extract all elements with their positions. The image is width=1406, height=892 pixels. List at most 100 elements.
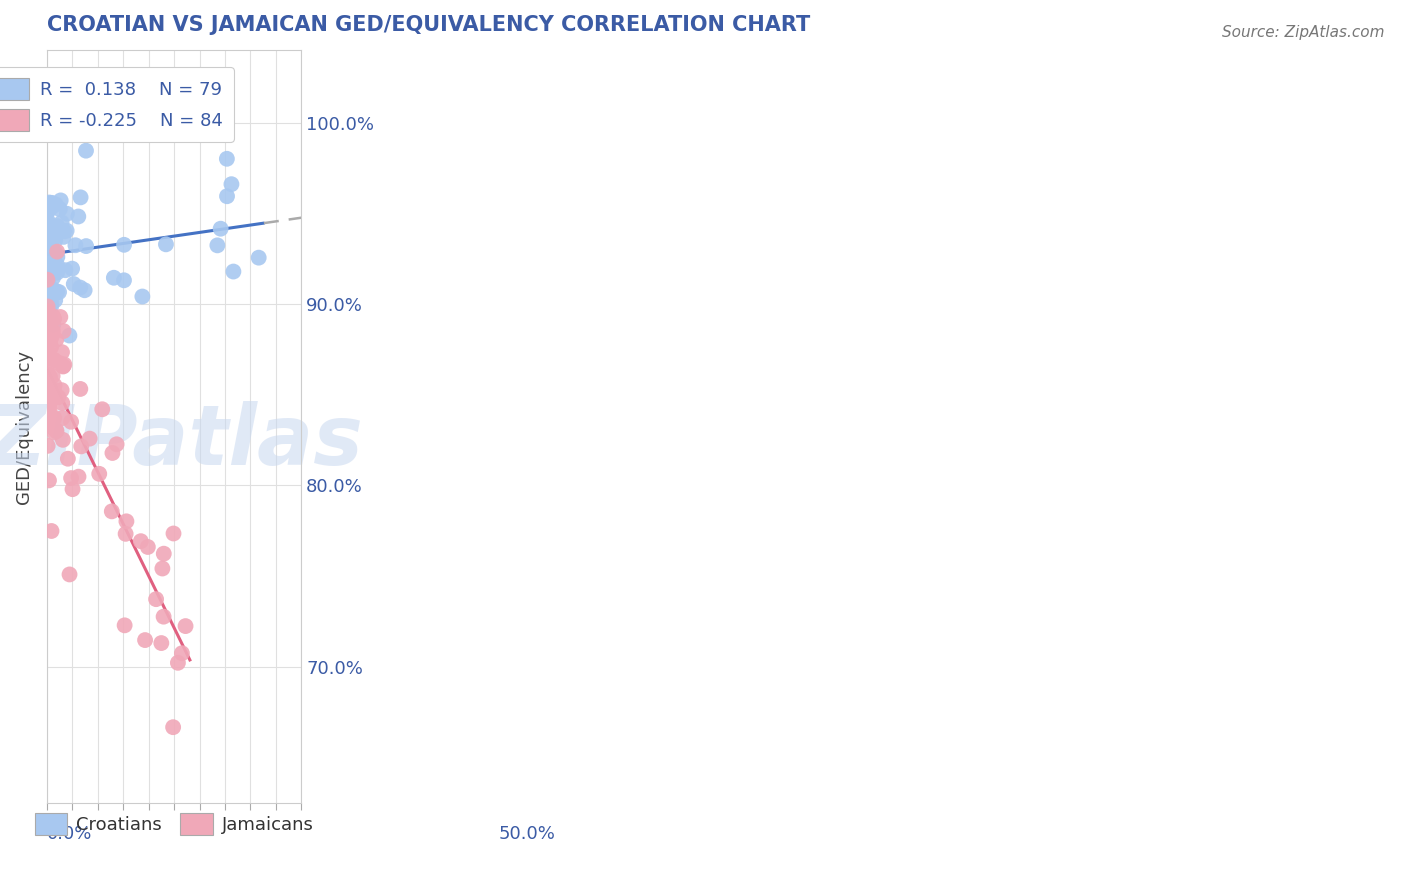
Point bbox=[45, 197, 67, 211]
Point bbox=[55, 224, 77, 238]
Point bbox=[67, 210, 90, 224]
Point bbox=[44, 352, 66, 367]
Point bbox=[51, 215, 73, 229]
Point bbox=[44, 411, 66, 425]
Point bbox=[73, 283, 96, 297]
Point bbox=[51, 383, 73, 397]
Point bbox=[41, 384, 63, 399]
Point bbox=[48, 285, 70, 299]
Point bbox=[131, 289, 153, 303]
Point bbox=[79, 432, 101, 446]
Point bbox=[152, 547, 174, 561]
Point bbox=[37, 439, 59, 453]
Point bbox=[42, 311, 65, 326]
Point bbox=[48, 390, 70, 404]
Point bbox=[55, 263, 77, 277]
Text: Source: ZipAtlas.com: Source: ZipAtlas.com bbox=[1222, 25, 1385, 40]
Point bbox=[56, 451, 79, 466]
Point bbox=[52, 433, 75, 447]
Point bbox=[136, 540, 159, 554]
Point bbox=[51, 411, 73, 425]
Point bbox=[46, 219, 69, 234]
Point bbox=[37, 275, 59, 289]
Point bbox=[38, 300, 60, 314]
Point bbox=[41, 388, 63, 402]
Point bbox=[51, 345, 73, 359]
Point bbox=[37, 238, 59, 252]
Point bbox=[114, 526, 136, 541]
Point bbox=[37, 197, 59, 211]
Point bbox=[38, 289, 60, 303]
Point bbox=[52, 324, 75, 338]
Point bbox=[49, 310, 72, 324]
Point bbox=[70, 439, 93, 453]
Point bbox=[42, 283, 65, 297]
Point bbox=[221, 177, 243, 191]
Point bbox=[38, 474, 60, 488]
Point bbox=[101, 446, 124, 460]
Point bbox=[41, 524, 63, 538]
Point bbox=[56, 207, 79, 221]
Point bbox=[39, 201, 62, 215]
Point bbox=[39, 220, 62, 235]
Point bbox=[222, 264, 245, 278]
Point bbox=[39, 291, 62, 305]
Point bbox=[39, 331, 62, 345]
Point bbox=[37, 351, 59, 365]
Point bbox=[152, 609, 174, 624]
Point bbox=[38, 403, 60, 417]
Point bbox=[45, 424, 67, 438]
Point bbox=[60, 471, 83, 485]
Point bbox=[37, 412, 59, 426]
Point bbox=[38, 309, 60, 323]
Point bbox=[44, 229, 66, 244]
Point bbox=[39, 252, 62, 266]
Point bbox=[37, 300, 59, 314]
Point bbox=[38, 244, 60, 259]
Point bbox=[37, 258, 59, 272]
Point bbox=[209, 221, 232, 235]
Point bbox=[39, 340, 62, 354]
Point bbox=[52, 230, 75, 244]
Legend: Croatians, Jamaicans: Croatians, Jamaicans bbox=[28, 806, 321, 843]
Point bbox=[42, 421, 65, 435]
Point bbox=[38, 202, 60, 217]
Point bbox=[46, 258, 69, 272]
Point bbox=[46, 285, 69, 299]
Point bbox=[75, 144, 97, 158]
Point bbox=[62, 482, 84, 496]
Point bbox=[37, 304, 59, 318]
Point bbox=[45, 224, 67, 238]
Point bbox=[42, 383, 65, 397]
Point bbox=[49, 202, 72, 216]
Point bbox=[39, 370, 62, 384]
Point bbox=[69, 190, 91, 204]
Point bbox=[38, 321, 60, 335]
Point bbox=[155, 237, 177, 252]
Point bbox=[39, 417, 62, 432]
Point bbox=[207, 238, 229, 252]
Point bbox=[101, 504, 124, 518]
Point bbox=[145, 592, 167, 607]
Point bbox=[38, 229, 60, 244]
Point bbox=[39, 296, 62, 310]
Point bbox=[65, 238, 87, 252]
Point bbox=[37, 273, 59, 287]
Point bbox=[215, 189, 238, 203]
Point bbox=[67, 469, 90, 483]
Point bbox=[38, 355, 60, 369]
Point bbox=[44, 234, 66, 248]
Point bbox=[53, 224, 76, 238]
Point bbox=[38, 376, 60, 391]
Point bbox=[39, 222, 62, 236]
Point bbox=[69, 382, 91, 396]
Point bbox=[45, 424, 67, 438]
Point bbox=[112, 237, 135, 252]
Point bbox=[39, 300, 62, 314]
Point bbox=[37, 217, 59, 231]
Point bbox=[37, 305, 59, 319]
Point bbox=[170, 646, 193, 660]
Point bbox=[129, 534, 152, 549]
Text: ZIPatlas: ZIPatlas bbox=[0, 401, 363, 482]
Point bbox=[60, 261, 83, 276]
